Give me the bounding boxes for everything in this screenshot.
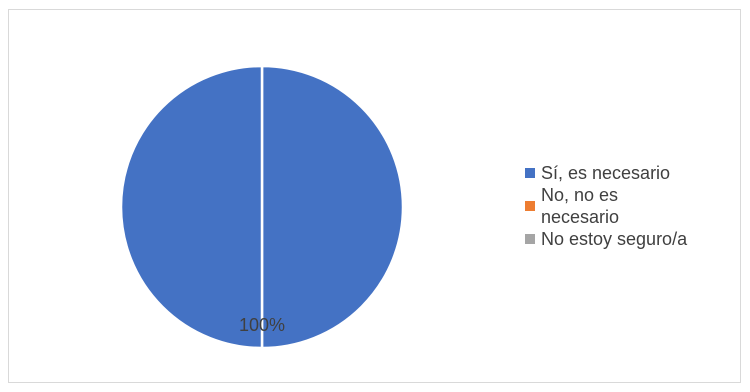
chart-area: 100% Sí, es necesario No, no es necesari… <box>8 9 741 383</box>
pie-chart: 100% <box>119 64 405 350</box>
legend-item-no: No, no es necesario <box>525 184 740 228</box>
legend-swatch-no <box>525 201 535 211</box>
legend-label-no: No, no es necesario <box>541 185 620 227</box>
legend: Sí, es necesario No, no es necesario No … <box>525 162 740 250</box>
legend-label-unsure: No estoy seguro/a <box>541 229 688 249</box>
legend-item-unsure: No estoy seguro/a <box>525 228 740 250</box>
pie-labels: 100% <box>239 315 285 335</box>
pie-slice-0-right-half <box>260 64 405 350</box>
legend-swatch-si <box>525 168 535 178</box>
pie-slices <box>119 64 405 350</box>
legend-item-si: Sí, es necesario <box>525 162 740 184</box>
legend-swatch-unsure <box>525 234 535 244</box>
pie-data-label-0: 100% <box>239 315 285 335</box>
legend-label-si: Sí, es necesario <box>541 163 671 183</box>
pie-slice-0-left-half <box>119 64 264 350</box>
